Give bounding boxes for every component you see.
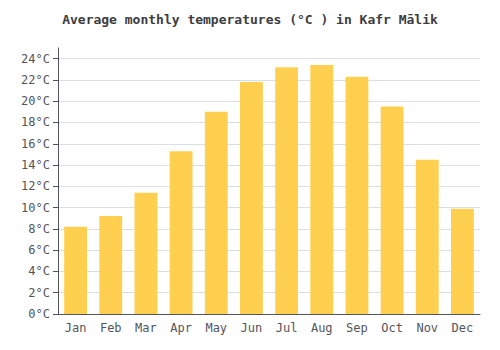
svg-text:Jun: Jun	[241, 321, 263, 335]
svg-text:Jan: Jan	[65, 321, 87, 335]
svg-text:2°C: 2°C	[28, 286, 50, 300]
svg-text:Feb: Feb	[100, 321, 122, 335]
svg-text:24°C: 24°C	[21, 52, 50, 66]
svg-text:0°C: 0°C	[28, 307, 50, 321]
svg-text:Sep: Sep	[346, 321, 368, 335]
svg-text:16°C: 16°C	[21, 137, 50, 151]
svg-text:Mar: Mar	[135, 321, 157, 335]
svg-text:18°C: 18°C	[21, 115, 50, 129]
svg-text:Apr: Apr	[170, 321, 192, 335]
svg-text:Aug: Aug	[311, 321, 333, 335]
svg-text:12°C: 12°C	[21, 179, 50, 193]
svg-text:6°C: 6°C	[28, 243, 50, 257]
svg-text:May: May	[205, 321, 227, 335]
svg-text:Dec: Dec	[452, 321, 474, 335]
svg-text:Jul: Jul	[276, 321, 298, 335]
svg-text:Average monthly temperatures (: Average monthly temperatures (°C ) in Ka…	[62, 12, 438, 27]
svg-text:22°C: 22°C	[21, 73, 50, 87]
svg-text:4°C: 4°C	[28, 264, 50, 278]
svg-text:20°C: 20°C	[21, 94, 50, 108]
svg-text:8°C: 8°C	[28, 222, 50, 236]
svg-text:Oct: Oct	[381, 321, 403, 335]
svg-text:14°C: 14°C	[21, 158, 50, 172]
svg-text:10°C: 10°C	[21, 201, 50, 215]
svg-text:Nov: Nov	[416, 321, 438, 335]
